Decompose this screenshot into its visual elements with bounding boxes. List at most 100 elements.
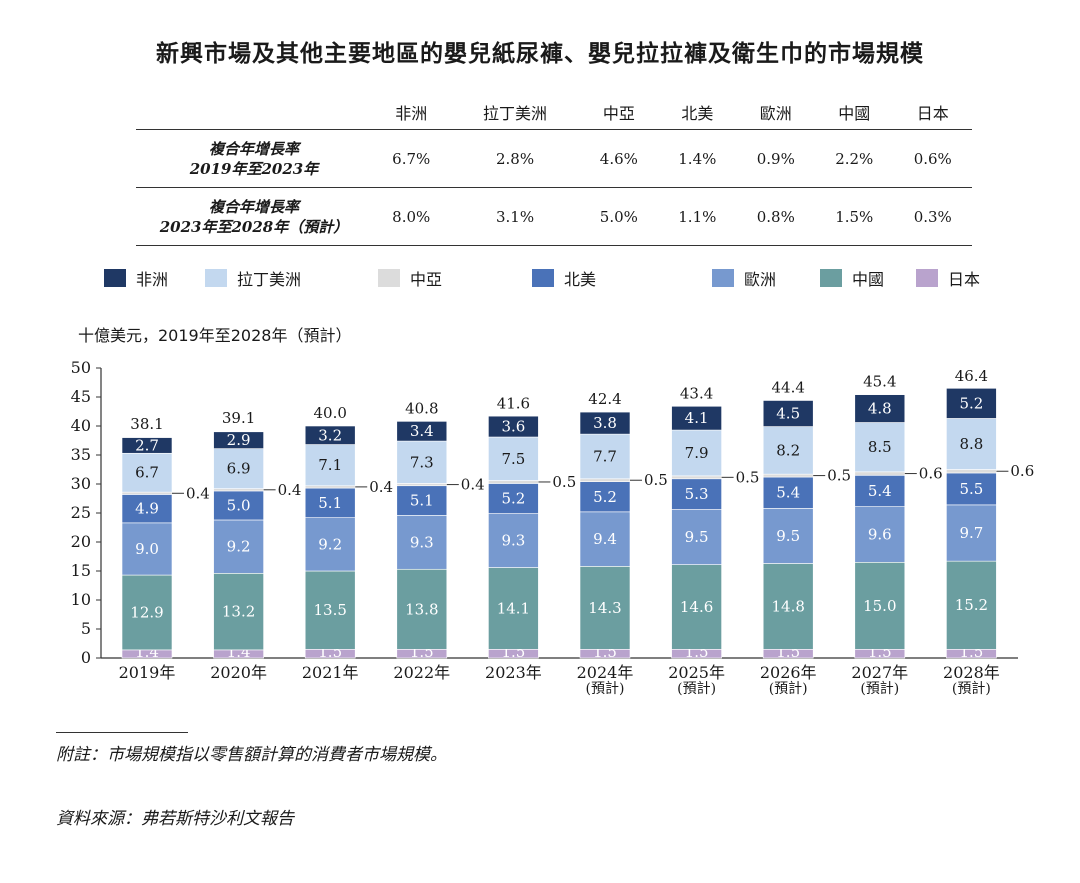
data-label: 6.7 [135, 464, 159, 482]
data-label: 0.5 [736, 468, 760, 486]
data-label: 3.4 [410, 422, 434, 440]
total-label: 46.4 [955, 367, 988, 385]
data-label: 7.3 [410, 453, 434, 471]
data-label: 0.5 [644, 471, 668, 489]
data-label: 15.2 [955, 596, 988, 614]
legend-item: 非洲 [104, 264, 168, 292]
data-label: 0.5 [827, 467, 851, 485]
data-label: 5.4 [868, 482, 892, 500]
cagr-row-label: 複合年增長率 2019年至2023年 [136, 129, 372, 188]
data-label: 0.4 [369, 478, 393, 496]
y-tick-label: 40 [71, 416, 91, 435]
y-tick-label: 0 [81, 648, 91, 667]
cagr-header-japan: 日本 [893, 95, 972, 130]
x-tick-label: 2028年 [943, 663, 1000, 682]
x-tick-label: (預計) [769, 681, 808, 697]
total-label: 43.4 [680, 384, 713, 402]
total-label: 38.1 [130, 415, 163, 433]
total-label: 40.0 [313, 404, 346, 422]
bar-segment [488, 567, 539, 650]
cagr-header-north-america: 北美 [658, 95, 737, 130]
data-label: 7.1 [318, 456, 342, 474]
bar-segment [946, 560, 997, 650]
data-label: 6.9 [227, 460, 251, 478]
bar-segment [121, 452, 173, 493]
unit-label: 十億美元，2019年至2028年（預計） [78, 326, 352, 345]
data-label: 4.9 [135, 500, 159, 518]
bar-segment [671, 564, 722, 650]
data-label: 14.1 [497, 599, 530, 617]
cagr-row-label-line1: 複合年增長率 [208, 139, 299, 158]
data-label: 13.5 [313, 601, 346, 619]
bar-segment [121, 437, 173, 454]
data-label: 9.2 [227, 538, 251, 556]
data-label: 0.4 [186, 484, 210, 502]
legend-item: 日本 [916, 264, 980, 292]
cagr-row-label-line2: 2023年至2028年（預計） [159, 217, 349, 236]
y-tick-label: 45 [71, 387, 91, 406]
data-label: 9.5 [685, 528, 709, 546]
bar-segment [304, 485, 356, 489]
data-label: 9.3 [501, 532, 525, 550]
x-tick-label: (預計) [677, 681, 716, 697]
total-label: 39.1 [222, 409, 255, 427]
legend-swatch [205, 269, 227, 287]
x-tick-label: 2025年 [668, 663, 725, 682]
cagr-cell: 1.5% [815, 187, 894, 246]
bar-segment [671, 478, 722, 510]
bar-segment [854, 422, 906, 473]
legend-swatch [916, 269, 938, 287]
bar-segment [671, 509, 722, 565]
data-label: 14.3 [588, 599, 621, 617]
data-label: 14.6 [680, 598, 713, 616]
x-tick-label: 2027年 [851, 663, 908, 682]
bar-segment [762, 508, 814, 564]
bar-segment [488, 480, 539, 484]
bar-segment [762, 426, 814, 475]
legend-swatch [378, 269, 400, 287]
data-label: 3.6 [501, 418, 525, 436]
data-label: 2.9 [227, 431, 251, 449]
bar-segment [304, 487, 356, 518]
data-label: 7.7 [593, 447, 617, 465]
y-tick-label: 30 [71, 474, 91, 493]
bar-segment [946, 469, 997, 474]
cagr-cell: 4.6% [579, 129, 659, 188]
legend-label: 非洲 [136, 270, 169, 289]
y-tick-label: 20 [71, 532, 91, 551]
bar-segment [396, 483, 448, 487]
cagr-cell: 0.9% [736, 129, 816, 188]
data-label: 5.5 [959, 480, 983, 498]
data-label: 2.7 [135, 436, 159, 454]
legend-label: 日本 [948, 270, 981, 289]
data-label: 5.2 [593, 488, 617, 506]
data-label: 5.0 [227, 496, 251, 514]
chart-title: 新興市場及其他主要地區的嬰兒紙尿褲、嬰兒拉拉褲及衛生巾的市場規模 [156, 41, 924, 67]
bar-segment [396, 440, 448, 484]
x-tick-label: 2020年 [210, 663, 267, 682]
total-label: 45.4 [863, 373, 896, 391]
data-label: 9.4 [593, 530, 617, 548]
x-tick-label: 2021年 [302, 663, 359, 682]
data-label: 3.2 [318, 426, 342, 444]
data-label: 12.9 [130, 603, 163, 621]
legend-swatch [532, 269, 554, 287]
footnote: 附註：市場規模指以零售額計算的消費者市場規模。 [56, 745, 447, 765]
legend-item: 歐洲 [712, 264, 776, 292]
data-label: 8.8 [959, 435, 983, 453]
legend-label: 拉丁美洲 [237, 270, 302, 289]
data-label: 13.2 [222, 603, 255, 621]
stacked-bar-chart: 051015202530354045501.412.99.04.90.46.72… [71, 358, 1035, 697]
data-label: 5.3 [685, 485, 709, 503]
data-label: 4.8 [868, 400, 892, 418]
bar-segment [213, 519, 264, 574]
y-tick-label: 25 [71, 503, 91, 522]
bar-segment [213, 488, 264, 492]
total-label: 41.6 [497, 395, 530, 413]
legend-label: 中亞 [410, 270, 443, 289]
bar-segment [579, 411, 631, 435]
data-label: 0.6 [1010, 462, 1034, 480]
cagr-header-central-asia: 中亞 [579, 95, 659, 130]
legend-swatch [712, 269, 734, 287]
bar-segment [854, 475, 906, 507]
